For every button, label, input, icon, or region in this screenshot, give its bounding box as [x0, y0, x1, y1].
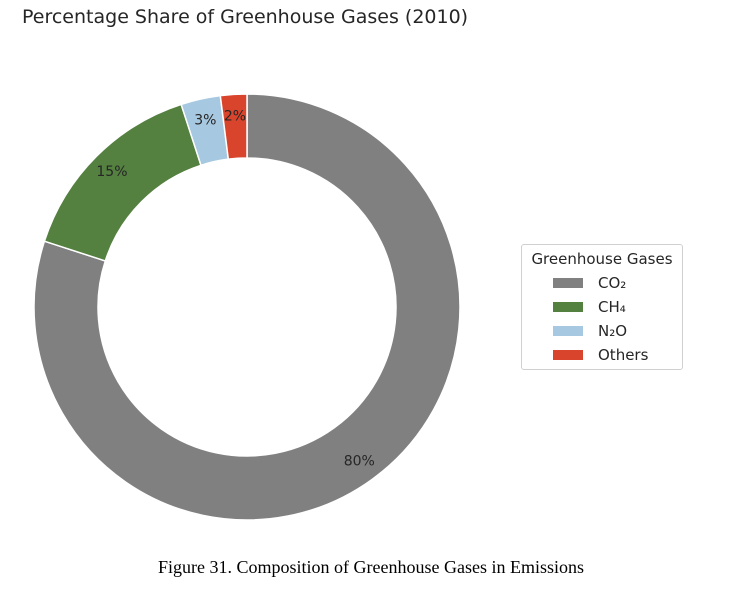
legend-label-n2o: N₂O	[598, 322, 628, 340]
legend-item-ch4: CH₄	[553, 297, 626, 317]
slice-ch4	[43, 103, 202, 262]
legend-item-others: Others	[553, 345, 648, 365]
legend-swatch-others	[553, 350, 583, 360]
slice-co2	[33, 93, 461, 521]
slice-others	[219, 93, 248, 161]
slice-label-ch4: 15%	[96, 164, 127, 180]
figure-caption: Figure 31. Composition of Greenhouse Gas…	[158, 557, 584, 577]
legend-swatch-co2	[553, 278, 583, 288]
legend: Greenhouse Gases CO₂ CH₄ N₂O Others	[521, 244, 683, 370]
legend-label-ch4: CH₄	[598, 298, 626, 316]
legend-swatch-n2o	[553, 326, 583, 336]
legend-swatch-ch4	[553, 302, 583, 312]
slice-label-n2o: 3%	[194, 113, 216, 129]
legend-label-co2: CO₂	[598, 274, 627, 292]
legend-item-n2o: N₂O	[553, 321, 627, 341]
slice-label-others: 2%	[224, 108, 246, 124]
legend-item-co2: CO₂	[553, 273, 626, 293]
chart-title: Percentage Share of Greenhouse Gases (20…	[22, 6, 469, 28]
legend-title: Greenhouse Gases	[531, 250, 673, 268]
legend-label-others: Others	[598, 346, 649, 364]
slice-label-co2: 80%	[344, 454, 375, 470]
